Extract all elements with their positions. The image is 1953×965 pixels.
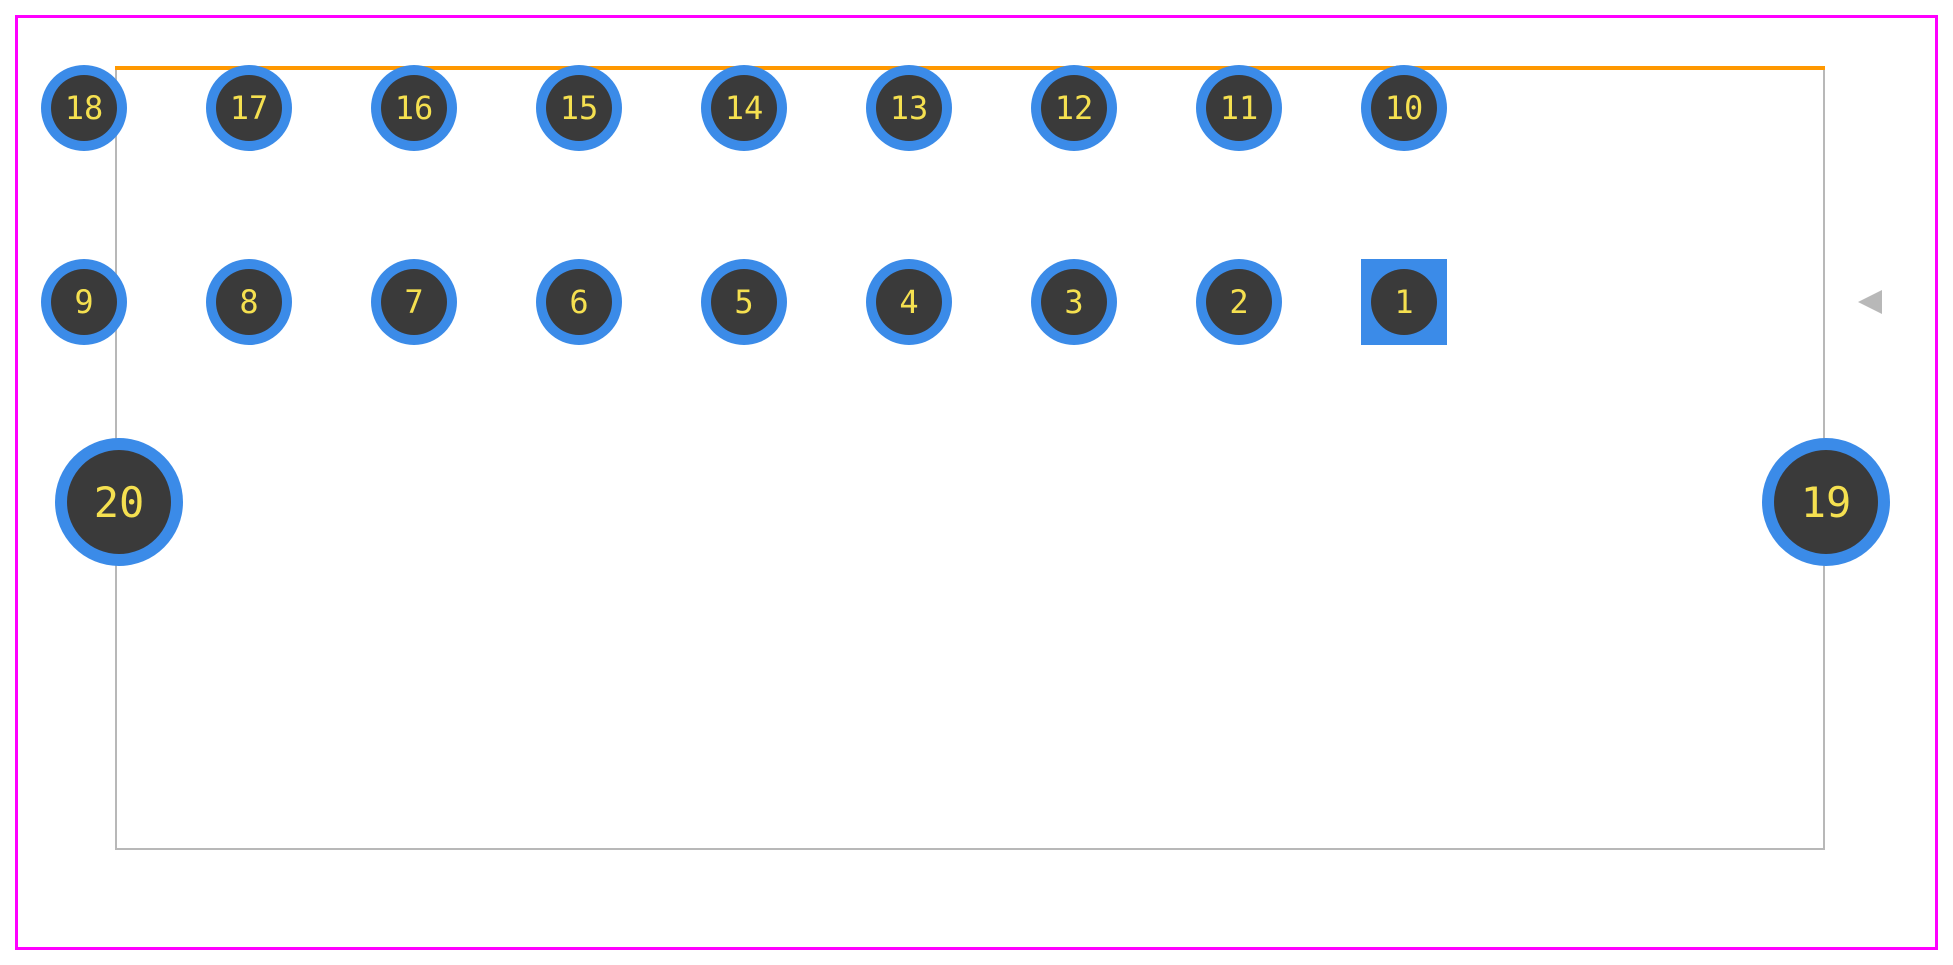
pad-7: 7 [371,259,457,345]
pad-7-hole: 7 [381,269,447,335]
pad-12-label: 12 [1055,89,1094,127]
pad-9-hole: 9 [51,269,117,335]
pad-1: 1 [1361,259,1447,345]
pad-17-label: 17 [230,89,269,127]
pad-6-hole: 6 [546,269,612,335]
pad-8-hole: 8 [216,269,282,335]
pad-11-label: 11 [1220,89,1259,127]
pad-19-label: 19 [1801,478,1852,527]
pad-17-hole: 17 [216,75,282,141]
pad-14-label: 14 [725,89,764,127]
top-edge-line [115,66,1825,70]
pad-17: 17 [206,65,292,151]
pad-19-hole: 19 [1774,450,1878,554]
pad-16-label: 16 [395,89,434,127]
pad-5: 5 [701,259,787,345]
component-outline [115,68,1825,850]
pad-20: 20 [55,438,183,566]
pad-18-label: 18 [65,89,104,127]
pad-18-hole: 18 [51,75,117,141]
pad-4-label: 4 [899,283,918,321]
pad-5-label: 5 [734,283,753,321]
pad-20-label: 20 [94,478,145,527]
pad-18: 18 [41,65,127,151]
pad-10: 10 [1361,65,1447,151]
pad-1-label: 1 [1394,283,1413,321]
pad-3: 3 [1031,259,1117,345]
pad-14: 14 [701,65,787,151]
pad-8-label: 8 [239,283,258,321]
pad-2: 2 [1196,259,1282,345]
pad-20-hole: 20 [67,450,171,554]
pad-16: 16 [371,65,457,151]
pad-3-hole: 3 [1041,269,1107,335]
pad-9: 9 [41,259,127,345]
pad-16-hole: 16 [381,75,447,141]
pad-10-label: 10 [1385,89,1424,127]
pad-2-hole: 2 [1206,269,1272,335]
pad-11: 11 [1196,65,1282,151]
pad-8: 8 [206,259,292,345]
pad-11-hole: 11 [1206,75,1272,141]
pad-4: 4 [866,259,952,345]
pad-12-hole: 12 [1041,75,1107,141]
pad-13: 13 [866,65,952,151]
pad-7-label: 7 [404,283,423,321]
pad-6: 6 [536,259,622,345]
pad-15-label: 15 [560,89,599,127]
pad-13-label: 13 [890,89,929,127]
pad-4-hole: 4 [876,269,942,335]
pad-9-label: 9 [74,283,93,321]
pad-3-label: 3 [1064,283,1083,321]
pad-14-hole: 14 [711,75,777,141]
pad-19: 19 [1762,438,1890,566]
pad-2-label: 2 [1229,283,1248,321]
pin1-triangle-marker [1858,290,1882,314]
pad-1-hole: 1 [1371,269,1437,335]
pad-6-label: 6 [569,283,588,321]
pad-15: 15 [536,65,622,151]
pad-5-hole: 5 [711,269,777,335]
pad-13-hole: 13 [876,75,942,141]
pad-12: 12 [1031,65,1117,151]
pad-10-hole: 10 [1371,75,1437,141]
pad-15-hole: 15 [546,75,612,141]
